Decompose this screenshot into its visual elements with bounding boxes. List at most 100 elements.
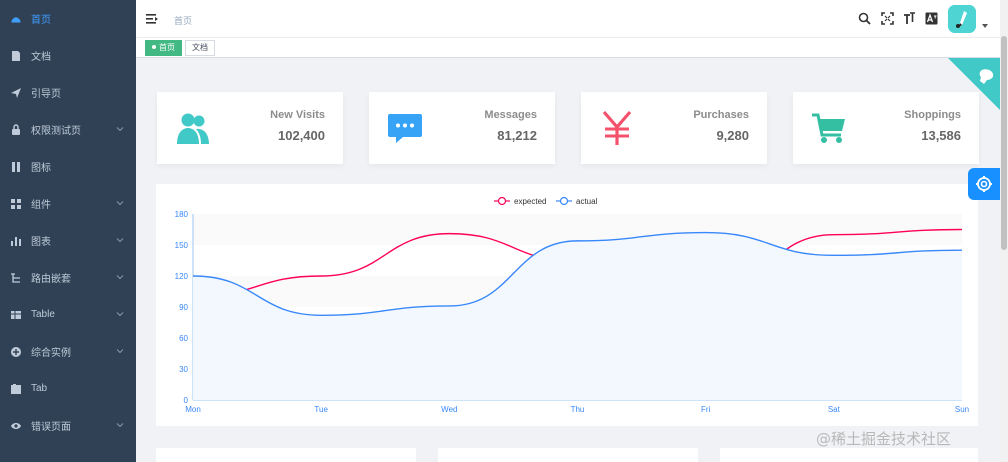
split-area (193, 214, 962, 245)
tag-documentation[interactable]: 文档 (185, 40, 215, 56)
theme-corner-icon[interactable] (948, 58, 1000, 110)
panel-purchases[interactable]: Purchases 9,280 (581, 92, 767, 164)
sidebar-item-0[interactable]: 首页 (0, 0, 136, 37)
sidebar-item-4[interactable]: 图标 (0, 148, 136, 185)
sidebar-item-2[interactable]: 引导页 (0, 74, 136, 111)
x-tick-label: Sun (955, 405, 969, 414)
sidebar-item-9[interactable]: 综合实例 (0, 333, 136, 370)
fullscreen-icon[interactable] (881, 12, 894, 25)
chevron-down-icon (116, 349, 124, 354)
legend-marker-expected (497, 196, 507, 206)
sidebar-item-label: 首页 (31, 15, 51, 26)
x-tick-label: Wed (441, 405, 457, 414)
sidebar-item-label: 综合实例 (31, 348, 71, 359)
y-tick-label: 30 (179, 365, 188, 374)
panel-value: 13,586 (921, 128, 961, 143)
sidebar-item-label: 错误页面 (31, 422, 71, 433)
translate-icon[interactable] (925, 12, 938, 25)
settings-button[interactable] (968, 168, 1000, 200)
legend-label-expected: expected (514, 197, 546, 206)
y-tick-label: 0 (184, 396, 189, 405)
chevron-down-icon (116, 312, 124, 317)
x-tick-label: Sat (828, 405, 841, 414)
sidebar-item-1[interactable]: 文档 (0, 37, 136, 74)
dashboard-icon (11, 16, 21, 22)
main-content: New Visits 102,400 Messages 81,212 Purch… (136, 58, 1000, 462)
x-tick-label: Fri (701, 405, 711, 414)
panel-messages[interactable]: Messages 81,212 (369, 92, 555, 164)
tag-home[interactable]: 首页 (145, 40, 182, 56)
sidebar-item-label: 文档 (31, 52, 51, 63)
panel-label: Messages (484, 109, 537, 121)
y-tick-label: 60 (179, 334, 188, 343)
chevron-down-icon (116, 423, 124, 428)
x-tick-label: Mon (185, 405, 201, 414)
panel-label: New Visits (270, 109, 325, 121)
gear-icon (976, 176, 992, 192)
line-chart: 0 30 60 90 120 150 180 Mon Tue Wed Thu Fri Sat Sun exp… (175, 196, 969, 414)
y-tick-label: 150 (175, 241, 189, 250)
bottom-chart-card-3 (720, 448, 978, 462)
panel-label: Shoppings (904, 109, 961, 121)
guide-icon (11, 87, 21, 98)
search-icon[interactable] (858, 12, 871, 25)
sidebar-item-8[interactable]: Table (0, 296, 136, 333)
sidebar-item-10[interactable]: Tab (0, 370, 136, 407)
sidebar-item-5[interactable]: 组件 (0, 185, 136, 222)
chevron-down-icon (116, 238, 124, 243)
component-icon (11, 198, 21, 209)
legend-marker-actual (559, 196, 569, 206)
panel-label: Purchases (693, 109, 749, 121)
scrollbar-thumb[interactable] (1001, 36, 1007, 250)
sidebar-item-label: 图表 (31, 237, 51, 248)
panel-value: 9,280 (716, 128, 749, 143)
sidebar-item-label: 路由嵌套 (31, 274, 71, 285)
legend-label-actual: actual (576, 197, 598, 206)
sidebar-item-11[interactable]: 错误页面 (0, 407, 136, 444)
sidebar-item-7[interactable]: 路由嵌套 (0, 259, 136, 296)
x-tick-label: Thu (571, 405, 585, 414)
sidebar-item-6[interactable]: 图表 (0, 222, 136, 259)
sidebar-item-label: 图标 (31, 163, 51, 174)
chevron-down-icon (116, 275, 124, 280)
tab-icon (11, 383, 21, 394)
bottom-chart-card-1 (156, 448, 416, 462)
x-tick-label: Tue (314, 405, 328, 414)
series-line-actual (192, 231, 963, 316)
hamburger-icon[interactable] (146, 13, 158, 25)
lock-icon (12, 123, 20, 135)
caret-down-icon[interactable] (982, 24, 988, 28)
peoples-icon (177, 113, 209, 144)
panel-shoppings[interactable]: Shoppings 13,586 (793, 92, 979, 164)
document-icon (12, 50, 20, 61)
text-size-icon[interactable] (903, 12, 916, 25)
avatar-image-icon (948, 5, 976, 33)
sidebar-item-label: 权限测试页 (31, 126, 81, 137)
panel-new-visits[interactable]: New Visits 102,400 (157, 92, 343, 164)
icon-icon (12, 161, 20, 172)
nested-icon (11, 272, 20, 283)
money-icon (602, 110, 632, 145)
example-icon (11, 346, 21, 357)
chart-icon (11, 236, 21, 246)
chevron-down-icon (116, 127, 124, 132)
sidebar-item-label: Table (31, 309, 55, 320)
line-chart-container: 0 30 60 90 120 150 180 Mon Tue Wed Thu Fri Sat Sun exp… (156, 184, 978, 426)
chevron-down-icon (116, 201, 124, 206)
avatar[interactable] (948, 5, 976, 33)
y-tick-label: 180 (175, 210, 189, 219)
sidebar-item-label: Tab (31, 383, 48, 394)
y-tick-label: 90 (179, 303, 188, 312)
error-icon (11, 422, 21, 429)
navbar: 首页 (136, 0, 1008, 38)
sidebar-item-label: 组件 (31, 200, 51, 211)
tags-view: 首页 文档 (136, 38, 1008, 58)
bottom-chart-card-2 (438, 448, 698, 462)
sidebar-item-3[interactable]: 权限测试页 (0, 111, 136, 148)
shopping-icon (812, 113, 845, 143)
breadcrumb: 首页 (174, 16, 193, 26)
table-icon (11, 310, 21, 319)
message-icon (388, 114, 422, 143)
y-tick-label: 120 (175, 272, 189, 281)
